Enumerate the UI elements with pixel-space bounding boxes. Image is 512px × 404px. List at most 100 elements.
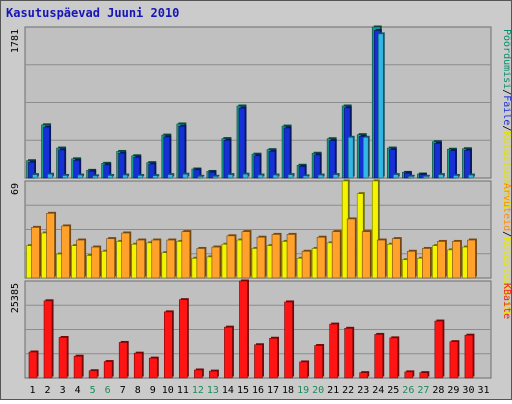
panel2-legend: Arvuteid/Külastuskordi [501,183,511,315]
panel2-bar [437,241,446,279]
panel2-ytick-label: 69 [10,183,21,195]
panel2-bar [61,225,70,279]
panel1-bar [167,174,174,179]
x-tick-label: 1 [30,385,36,396]
panel3-bar [419,372,429,379]
x-tick-label: 3 [60,385,66,396]
panel3-bar [118,342,128,379]
x-tick-label: 13 [207,385,219,396]
panel3-bar [194,369,203,379]
panel3-bar [133,352,143,379]
panel1-bar [122,174,128,179]
panel2-bar [121,232,130,279]
panel2-bar [211,246,221,279]
panel2-bar [76,239,85,279]
panel1-bar [163,136,171,179]
x-tick-label: 2 [45,385,51,396]
panel2-bar [346,218,356,279]
panel1: 1781 Pöördumisi/Faile/Külastuskordi [10,25,512,210]
panel1-bar [107,175,113,179]
x-tick-label: 20 [312,385,324,396]
panel2-bar [316,236,326,279]
panel2-bar [91,246,100,279]
x-tick-label: 16 [252,385,264,396]
panel2-bar [422,248,431,279]
panel1-bar [347,137,354,179]
panel3-bar [254,344,263,379]
panel2-bar [226,235,236,279]
panel3-legend: KBaite [501,283,511,319]
panel1-bar [118,152,125,179]
x-tick-label: 31 [477,385,489,396]
panel1-bar [377,33,384,179]
panel1-bar [332,174,339,179]
panel2-legend-item-3: Külastuskordi [501,237,511,315]
panel1-bar-shadow [304,174,310,177]
panel3-bar [314,345,323,379]
panel1-bar [392,174,399,179]
panel1-bar-shadow [214,174,220,177]
panel3-bar [148,357,158,379]
panel1-bar [438,174,444,179]
panel2-legend-item-2: / [501,231,511,237]
panel1-bar [223,139,231,179]
panel1-bar [253,155,261,179]
panel1-bar [133,157,141,179]
panel1-bar [423,176,429,179]
x-tick-label: 30 [462,385,474,396]
panel1-bar [92,175,98,179]
panel1-bar [272,174,279,179]
panel1-bar [464,149,471,179]
panel3-legend-item-1: KBaite [501,283,511,319]
panel1-bar [302,175,309,179]
chart-title: Kasutuspäevad Juuni 2010 [6,6,179,20]
x-tick-label: 14 [222,385,234,396]
x-tick-label: 22 [342,385,354,396]
panel2-bar [181,231,191,279]
panel1-bar [238,107,246,179]
panel1-bar [152,175,159,179]
panel1-bar [283,127,291,179]
panel3: 25385 KBaite [10,279,512,379]
panel1-bar [178,125,186,179]
panel1-bar [197,176,204,179]
panel1-bar-shadow [199,174,205,177]
panel1-legend-item-5: Külastuskordi [501,131,511,209]
panel1-bar-shadow [154,174,160,177]
panel3-bar [434,320,444,379]
x-tick-label: 6 [105,385,111,396]
panel1-bar [182,173,189,179]
panel2-bar [361,231,371,279]
panel2-bar [166,239,176,279]
panel1-bar [388,149,396,179]
panel2-bar [256,236,266,279]
panel2-bar [241,231,251,279]
panel1-bar [362,137,369,179]
panel1-bar [193,169,201,179]
x-tick-label: 15 [237,385,249,396]
x-tick-label: 5 [90,385,96,396]
panel1-bar [73,160,80,179]
panel3-bar [224,326,233,379]
panel1-bar [212,176,219,179]
panel1-bar [453,175,459,179]
panel1-bar [227,174,234,179]
panel1-bar [449,150,456,179]
panel1-bar [32,174,38,179]
x-tick-label: 19 [297,385,309,396]
panel1-legend-item-3: Faile [501,95,511,125]
panel2-bar [136,239,146,279]
panel3-bar [404,371,414,379]
panel1-bar [58,149,65,179]
panel3-bar [374,334,384,379]
panel1-bar [408,176,414,179]
panel1-bar [313,154,321,179]
panel1-bar [317,174,324,179]
x-tick-label: 27 [417,385,429,396]
panel1-legend: Pöördumisi/Faile/Külastuskordi [501,29,511,210]
panel3-bar [73,355,83,379]
panel1-bar-shadow [409,174,415,177]
panel2-bar [196,248,206,279]
panel3-bar [28,351,38,379]
x-tick-label: 21 [327,385,339,396]
